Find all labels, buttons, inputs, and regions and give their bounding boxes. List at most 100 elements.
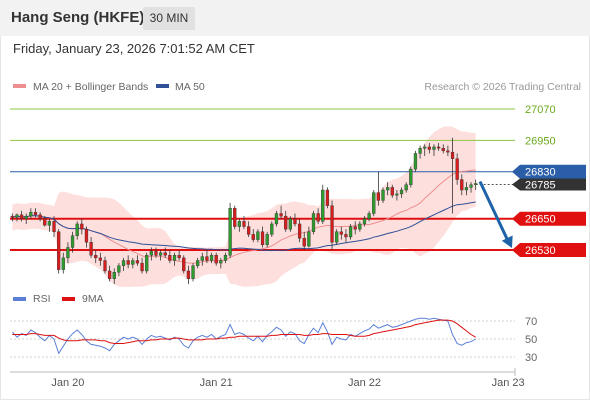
candle-body — [404, 184, 408, 191]
x-tick-label: Jan 20 — [51, 377, 84, 389]
candle-body — [395, 193, 399, 196]
candle-body — [149, 251, 153, 256]
moving-averages — [12, 169, 476, 264]
candle-body — [219, 260, 223, 264]
candle-body — [117, 265, 121, 273]
candle-body — [367, 213, 371, 219]
rsi-tick-30: 30 — [525, 352, 537, 364]
candle-body — [19, 214, 24, 219]
candle-body — [446, 150, 450, 153]
level-tag-label-26650: 26650 — [525, 214, 556, 226]
legend-swatch-9ma — [62, 297, 75, 301]
candle-body — [233, 208, 237, 227]
candle-body — [246, 226, 251, 235]
candle-body — [228, 208, 232, 256]
candle-body — [223, 255, 228, 261]
candle-body — [321, 189, 325, 222]
header-bar: Hang Seng (HKFE) 30 MIN — [0, 0, 590, 36]
rsi-panel: 30 50 70 — [10, 316, 537, 364]
legend-swatch-ma50 — [156, 84, 169, 88]
candle-body — [256, 231, 260, 240]
candle-body — [66, 247, 70, 259]
candle-body — [251, 234, 255, 240]
candle-body — [107, 270, 112, 279]
candle-body — [158, 252, 163, 256]
candle-body — [135, 260, 140, 264]
candle-body — [353, 226, 357, 230]
candle-body — [316, 213, 320, 222]
candle-body — [464, 187, 469, 191]
candle-body — [436, 146, 441, 149]
candle-body — [423, 146, 427, 149]
candle-body — [335, 231, 339, 243]
candles — [10, 137, 478, 284]
candle-body — [297, 223, 302, 239]
forecast-arrow-shaft — [478, 180, 511, 244]
level-tag-26830 — [512, 164, 586, 179]
candle-body — [307, 231, 311, 247]
candle-body — [94, 255, 98, 259]
candle-body — [186, 270, 191, 279]
candle-body — [214, 255, 218, 264]
candle-body — [145, 255, 149, 272]
x-tick-label: Jan 22 — [348, 377, 381, 389]
level-tag-26530 — [512, 243, 586, 258]
bollinger-fill — [12, 126, 476, 288]
candle-body — [325, 189, 330, 206]
candle-body — [376, 192, 381, 201]
bollinger-band — [12, 126, 476, 288]
last-price-label: 26785 — [525, 179, 556, 191]
level-tag-label-26830: 26830 — [525, 167, 556, 179]
timeframe-button[interactable]: 30 MIN — [143, 7, 195, 30]
candle-body — [362, 218, 367, 225]
candle-body — [209, 255, 214, 261]
candle-body — [200, 256, 204, 261]
candle-body — [103, 260, 107, 272]
candle-body — [196, 260, 200, 266]
candle-body — [260, 231, 265, 246]
candle-body — [75, 223, 79, 236]
legend-label-rsi: RSI — [33, 293, 51, 305]
candle-body — [131, 260, 135, 265]
candle-body — [344, 234, 348, 238]
candle-body — [432, 146, 436, 150]
candle-body — [288, 218, 292, 230]
candle-body — [43, 218, 47, 226]
candle-body — [293, 218, 297, 225]
candle-body — [399, 189, 404, 195]
candle-body — [80, 223, 84, 230]
candle-body — [15, 214, 19, 218]
candle-body — [413, 153, 418, 170]
candle-body — [177, 255, 181, 259]
candle-body — [57, 231, 61, 270]
candle-body — [427, 146, 431, 150]
candle-body — [390, 187, 394, 196]
candle-body — [10, 215, 14, 218]
candle-body — [311, 213, 316, 232]
candle-body — [70, 235, 75, 248]
level-tag-26650 — [512, 211, 586, 226]
candle-body — [154, 251, 158, 256]
last-price-tag — [512, 178, 586, 191]
x-tick-label: Jan 23 — [492, 377, 525, 389]
candle-body — [237, 221, 242, 227]
level-label-26950: 26950 — [525, 135, 556, 147]
candle-body — [330, 205, 334, 243]
candle-body — [163, 252, 167, 256]
candle-body — [265, 234, 269, 246]
candle-body — [418, 148, 422, 154]
timestamp: Friday, January 23, 2026 7:01:52 AM CET — [13, 41, 255, 56]
legend-swatch-bollinger — [13, 84, 26, 88]
candle-body — [242, 221, 246, 227]
candle-body — [348, 226, 353, 238]
candle-body — [33, 211, 38, 216]
candle-body — [270, 223, 274, 235]
level-label-27070: 27070 — [525, 104, 556, 116]
candle-body — [61, 257, 65, 270]
candle-body — [52, 221, 56, 232]
time-axis: Jan 20 Jan 21 Jan 22 Jan 23 — [10, 368, 525, 389]
candle-body — [302, 238, 306, 247]
rsi-tick-50: 50 — [525, 334, 537, 346]
candle-body — [172, 255, 177, 261]
